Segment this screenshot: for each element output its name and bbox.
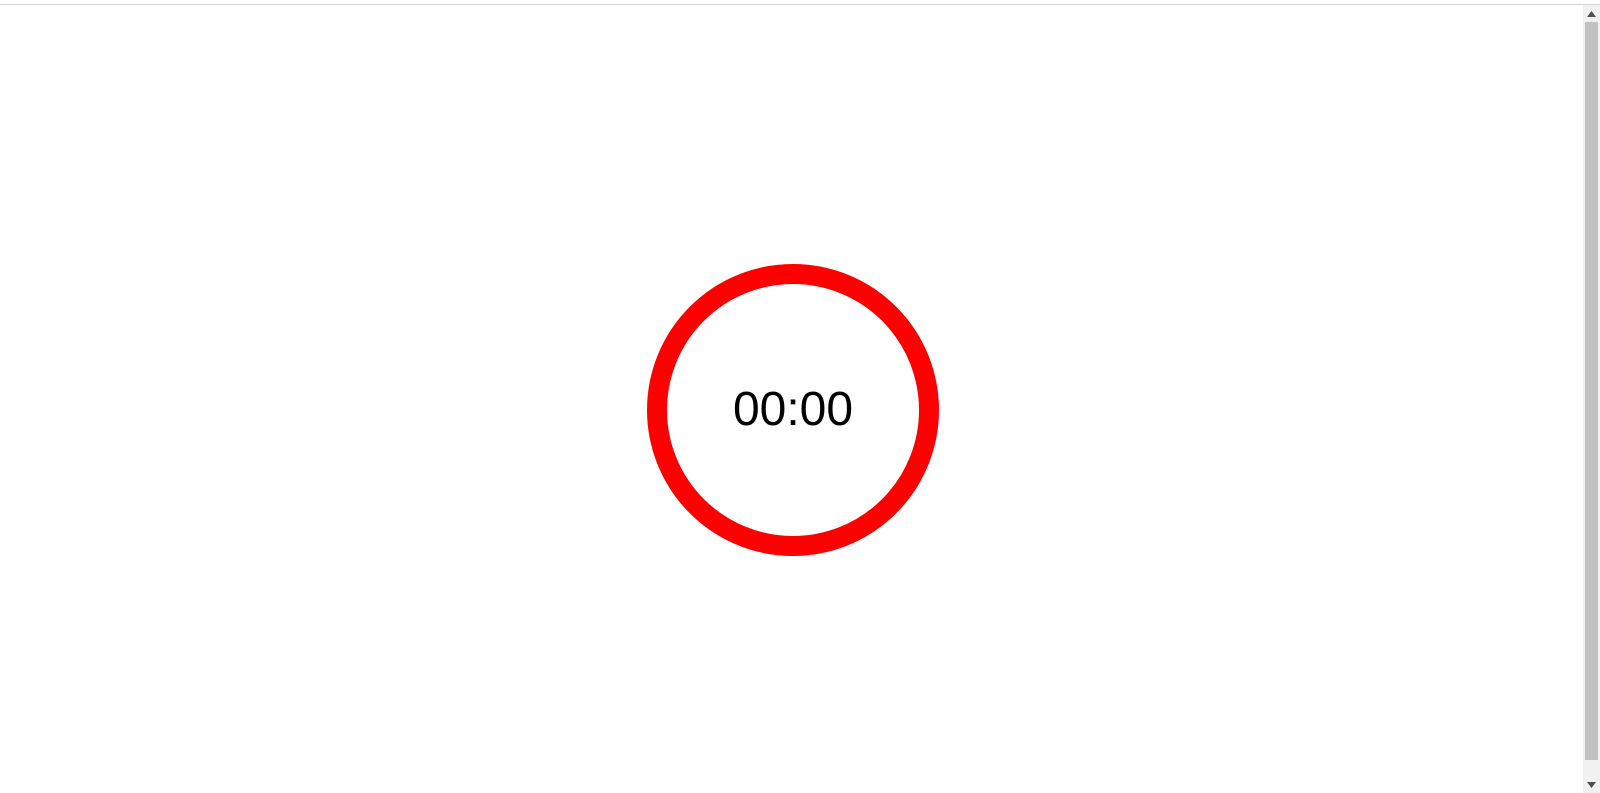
scroll-down-arrow-icon[interactable] bbox=[1583, 776, 1600, 793]
scrollbar-thumb[interactable] bbox=[1585, 22, 1598, 760]
scroll-up-arrow-icon[interactable] bbox=[1583, 5, 1600, 22]
vertical-scrollbar[interactable] bbox=[1583, 5, 1600, 793]
page-content: 00:00 bbox=[0, 5, 1583, 793]
timer-display: 00:00 bbox=[732, 383, 854, 436]
countdown-timer-ring: 00:00 bbox=[647, 264, 939, 556]
top-border bbox=[0, 0, 1600, 5]
